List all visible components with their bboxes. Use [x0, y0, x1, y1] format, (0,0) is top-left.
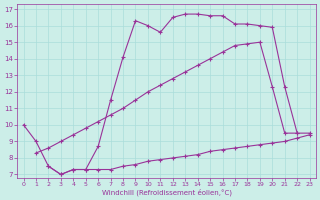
X-axis label: Windchill (Refroidissement éolien,°C): Windchill (Refroidissement éolien,°C): [101, 188, 232, 196]
